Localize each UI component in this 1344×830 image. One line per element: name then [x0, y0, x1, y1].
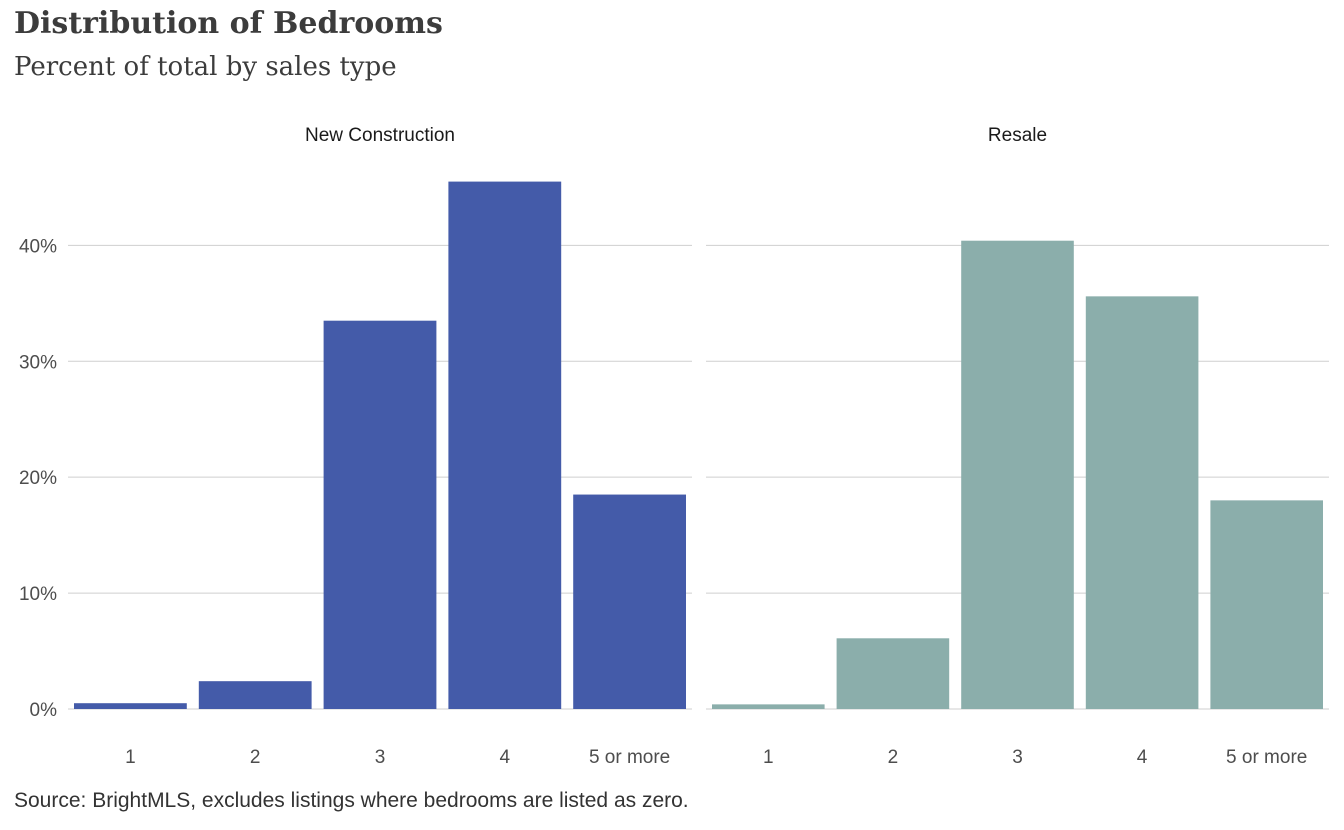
bar	[712, 704, 825, 709]
x-tick-label: 2	[250, 747, 261, 768]
bar	[74, 703, 187, 709]
bar	[961, 240, 1074, 709]
bar	[198, 681, 312, 709]
y-tick-label: 30%	[19, 352, 57, 373]
y-tick-label: 40%	[19, 236, 57, 257]
x-tick-label: 2	[888, 747, 899, 768]
source-caption: Source: BrightMLS, excludes listings whe…	[14, 789, 689, 812]
bar	[573, 494, 686, 709]
x-tick-label: 1	[763, 747, 774, 768]
x-tick-label: 3	[1012, 747, 1023, 768]
bar	[323, 320, 437, 709]
y-tick-label: 20%	[19, 468, 57, 489]
bar	[1085, 296, 1199, 709]
bar	[1210, 500, 1323, 709]
x-tick-label: 5 or more	[1226, 747, 1307, 768]
y-tick-label: 10%	[19, 584, 57, 605]
x-tick-label: 5 or more	[589, 747, 670, 768]
x-tick-label: 1	[125, 747, 136, 768]
x-tick-label: 3	[375, 747, 386, 768]
x-tick-label: 4	[500, 747, 511, 768]
facet-label: Resale	[988, 125, 1047, 146]
chart-subtitle: Percent of total by sales type	[14, 52, 397, 82]
y-tick-label: 0%	[30, 700, 58, 721]
x-tick-label: 4	[1137, 747, 1148, 768]
facet-label: New Construction	[305, 125, 455, 146]
bar	[448, 181, 562, 709]
bar	[836, 638, 950, 709]
chart-title: Distribution of Bedrooms	[14, 6, 443, 41]
